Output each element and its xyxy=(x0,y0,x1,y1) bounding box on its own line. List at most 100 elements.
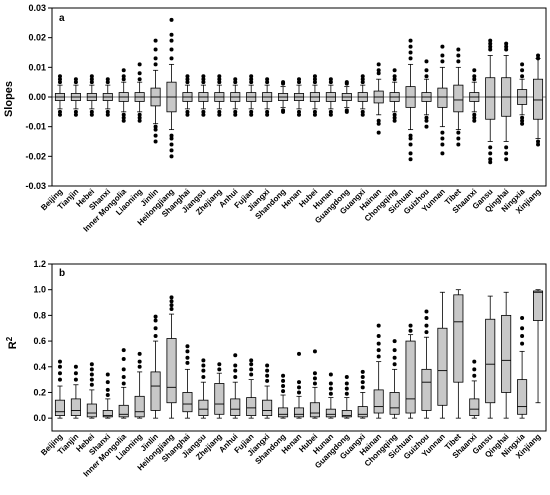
panel-b-outlier-point xyxy=(137,359,142,364)
panel-a-outlier-point xyxy=(440,142,445,147)
panel-b-outlier-point xyxy=(73,364,78,369)
panel-a-outlier-point xyxy=(249,109,254,114)
panel-b-outlier-point xyxy=(297,390,301,395)
panel-b-box-iqr xyxy=(405,340,416,414)
panel-b-box-shandong xyxy=(278,373,289,419)
panel-a-outlier-point xyxy=(73,109,78,114)
panel-b-box-heilongjiang xyxy=(166,295,177,419)
panel-b-outlier-point xyxy=(233,375,238,380)
panel-a-outlier-point xyxy=(488,47,493,52)
panel-b-box-iqr xyxy=(230,398,241,416)
panel-b-box-henan xyxy=(293,351,305,419)
panel-b-outlier-point xyxy=(360,380,365,385)
panel-a-outlier-point xyxy=(233,112,238,117)
panel-b-box-anhui xyxy=(230,353,241,419)
panel-b-outlier-point xyxy=(89,382,94,387)
panel-a-outlier-point xyxy=(217,77,222,82)
panel-b-outlier-point xyxy=(153,326,158,331)
panel-b-box-qinghai xyxy=(501,291,512,419)
panel-b-box-iqr xyxy=(54,399,65,416)
panel-a-box-sichuan xyxy=(405,38,416,162)
panel-a-outlier-point xyxy=(217,112,222,117)
panel-b-outlier-point xyxy=(121,381,126,386)
panel-b-outlier-point xyxy=(312,376,317,381)
panel-b-box-tianjin xyxy=(70,364,81,419)
panel-a-y-tick-label: -0.03 xyxy=(25,181,46,191)
panel-a-outlier-point xyxy=(408,151,413,156)
panel-a-outlier-point xyxy=(281,108,286,113)
panel-a-outlier-point xyxy=(520,74,525,79)
panel-b-box-shanxi xyxy=(102,372,113,419)
panel-b-box-iqr xyxy=(485,318,496,404)
panel-b-outlier-point xyxy=(153,318,158,323)
panel-b-outlier-point xyxy=(520,326,525,331)
panel-a-outlier-point xyxy=(169,17,174,22)
panel-a-outlier-point xyxy=(440,59,445,64)
panel-a-outlier-point xyxy=(105,112,110,117)
panel-a-outlier-point xyxy=(360,74,365,79)
panel-a-outlier-point xyxy=(504,145,509,150)
panel-b-outlier-point xyxy=(153,333,158,338)
panel-b-box-zhejiang xyxy=(214,362,225,419)
panel-b-box-shanghai xyxy=(182,344,193,419)
panel-a-outlier-point xyxy=(392,118,397,123)
panel-b-outlier-point xyxy=(328,372,333,377)
panel-a-outlier-point xyxy=(121,115,126,120)
panel-a-outlier-point xyxy=(408,133,413,138)
panel-b-box-hubei xyxy=(309,349,320,419)
panel-b-outlier-point xyxy=(185,355,190,360)
panel-a-outlier-point xyxy=(520,68,525,73)
panel-b-box-iqr xyxy=(357,406,368,418)
panel-b-outlier-point xyxy=(408,323,413,328)
panel-a-outlier-point xyxy=(520,115,525,120)
panel-a-outlier-point xyxy=(520,121,525,126)
panel-b-box-yunnan xyxy=(437,291,448,419)
panel-a-box-shandong xyxy=(278,80,289,114)
panel-a-slopes-boxplot: Slopes a -0.03 -0.02 -0.01 0.00 0.01 0.02 0.03… xyxy=(3,3,547,234)
panel-a-outlier-point xyxy=(536,56,541,61)
panel-a-outlier-point xyxy=(153,38,158,43)
panel-b-outlier-point xyxy=(281,378,286,383)
panel-a-outlier-point xyxy=(89,112,94,117)
panel-b-outlier-point xyxy=(169,299,174,304)
panel-b-box-guangdong xyxy=(341,375,352,419)
panel-b-box-iqr xyxy=(214,383,225,415)
panel-a-outlier-point xyxy=(312,112,317,117)
panel-a-outlier-point xyxy=(520,118,525,123)
panel-a-outlier-point xyxy=(312,77,317,82)
panel-a-outlier-point xyxy=(153,127,158,132)
panel-b-box-beijing xyxy=(54,359,65,419)
panel-a-outlier-point xyxy=(520,62,525,67)
panel-a-outlier-point xyxy=(105,77,110,82)
panel-b-outlier-point xyxy=(520,315,525,320)
panel-a-outlier-point xyxy=(57,77,62,82)
panel-a-outlier-point xyxy=(504,157,509,162)
panel-a-box-iqr xyxy=(453,84,464,113)
panel-b-y-tick-label: 1.0 xyxy=(33,285,46,295)
panel-a-outlier-point xyxy=(201,77,206,82)
panel-a-outlier-point xyxy=(217,109,222,114)
panel-a-box-hunan xyxy=(325,77,336,117)
panel-b-outlier-point xyxy=(233,353,238,358)
panel-a-outlier-point xyxy=(73,77,78,82)
panel-b-box-iqr xyxy=(469,398,480,416)
panel-b-outlier-point xyxy=(472,359,477,364)
panel-b-outlier-point xyxy=(89,377,94,382)
panel-b-box-sichuan xyxy=(405,323,416,419)
panel-a-outlier-point xyxy=(312,80,317,85)
panel-a-outlier-point xyxy=(121,118,126,123)
panel-a-outlier-point xyxy=(153,47,158,52)
panel-a-outlier-point xyxy=(57,109,62,114)
panel-b-outlier-point xyxy=(153,314,158,319)
panel-a-outlier-point xyxy=(169,32,174,37)
panel-b-box-iqr xyxy=(198,399,209,416)
panel-a-outlier-point xyxy=(392,77,397,82)
panel-b-box-guizhou xyxy=(421,309,432,419)
panel-a-outlier-point xyxy=(153,133,158,138)
panel-a-outlier-point xyxy=(57,80,62,85)
panel-b-box-iqr xyxy=(134,395,145,418)
panel-b-outlier-point xyxy=(344,375,349,380)
panel-b-outlier-point xyxy=(57,377,62,382)
panel-a-outlier-point xyxy=(408,44,413,49)
panel-a-box-jiangsu xyxy=(198,74,209,117)
